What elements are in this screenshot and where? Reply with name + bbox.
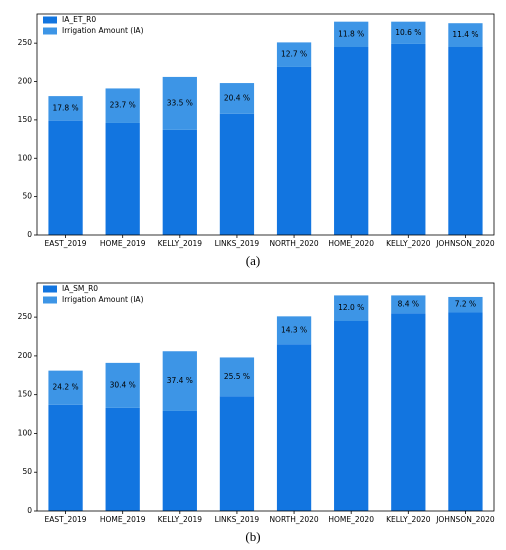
bar-annotation: 24.2 % [52, 383, 78, 392]
bar-segment [105, 362, 140, 408]
bar-segment [334, 295, 369, 321]
y-tick-label: 250 [18, 312, 33, 321]
x-tick-label: KELLY_2020 [386, 239, 431, 248]
caption: (b) [245, 529, 260, 544]
y-tick-label: 200 [18, 351, 33, 360]
plot-frame [36, 13, 495, 236]
bar-segment [162, 351, 197, 411]
bar-segment [48, 404, 83, 511]
x-tick-label: LINKS_2019 [215, 239, 260, 248]
x-tick-label: HOME_2020 [328, 239, 374, 248]
bar-segment [334, 46, 369, 236]
bar-segment [391, 295, 426, 314]
y-tick-label: 100 [18, 428, 33, 437]
bar-segment [448, 312, 483, 511]
x-tick-label: HOME_2019 [100, 515, 146, 524]
bar-segment [276, 344, 312, 511]
bar-segment [276, 66, 312, 236]
bar-segment [391, 313, 426, 511]
y-tick-label: 0 [27, 230, 32, 239]
bar-segment [391, 43, 426, 236]
bar-segment [219, 396, 255, 511]
x-tick-label: KELLY_2019 [158, 239, 203, 248]
bar-segment [162, 129, 197, 235]
bar-segment [162, 410, 197, 511]
x-tick-label: HOME_2020 [328, 515, 374, 524]
x-tick-label: JOHNSON_2020 [435, 515, 495, 524]
bar-annotation: 10.6 % [395, 28, 421, 37]
bar-annotation: 30.4 % [110, 380, 136, 389]
bar-segment [48, 120, 83, 235]
x-tick-label: KELLY_2019 [158, 515, 203, 524]
legend-swatch [43, 27, 57, 35]
bar-segment [162, 76, 197, 130]
bar-annotation: 11.4 % [452, 30, 478, 39]
y-tick-label: 50 [22, 192, 32, 201]
bar-segment [105, 88, 140, 123]
y-tick-label: 250 [18, 38, 33, 47]
y-tick-label: 150 [18, 115, 33, 124]
bar-segment [334, 21, 369, 47]
bar-annotation: 12.7 % [281, 50, 307, 59]
bar-annotation: 23.7 % [110, 101, 136, 110]
x-tick-label: EAST_2019 [45, 515, 87, 524]
y-tick-label: 0 [27, 506, 32, 515]
x-tick-label: KELLY_2020 [386, 515, 431, 524]
legend-label: Irrigation Amount (IA) [62, 26, 144, 35]
y-tick-label: 50 [22, 467, 32, 476]
bar-annotation: 20.4 % [224, 93, 250, 102]
x-tick-label: HOME_2019 [100, 239, 146, 248]
legend-swatch [43, 296, 57, 304]
x-tick-label: LINKS_2019 [215, 515, 260, 524]
bar-annotation: 8.4 % [398, 299, 419, 308]
bar-segment [391, 21, 426, 44]
legend-swatch [43, 16, 57, 24]
y-tick-label: 200 [18, 77, 33, 86]
bar-annotation: 12.0 % [338, 303, 364, 312]
bar-segment [105, 407, 140, 511]
bar-segment [48, 96, 83, 121]
caption: (a) [246, 253, 260, 268]
bar-segment [276, 42, 312, 67]
legend-swatch [43, 285, 57, 293]
x-tick-label: JOHNSON_2020 [435, 239, 495, 248]
bar-annotation: 14.3 % [281, 325, 307, 334]
legend-label: IA_SM_R0 [62, 284, 98, 293]
plot-frame [36, 282, 495, 512]
bar-annotation: 37.4 % [167, 376, 193, 385]
x-tick-label: NORTH_2020 [269, 515, 318, 524]
x-tick-label: NORTH_2020 [269, 239, 318, 248]
y-tick-label: 100 [18, 153, 33, 162]
bar-segment [448, 23, 483, 47]
bar-segment [219, 113, 255, 235]
bar-annotation: 7.2 % [455, 300, 476, 309]
bar-segment [448, 46, 483, 236]
bar-segment [334, 321, 369, 511]
legend-label: IA_ET_R0 [62, 15, 96, 24]
bar-annotation: 17.8 % [52, 103, 78, 112]
y-tick-label: 150 [18, 390, 33, 399]
bar-annotation: 11.8 % [338, 29, 364, 38]
legend-label: Irrigation Amount (IA) [62, 295, 144, 304]
bar-segment [276, 316, 312, 345]
x-tick-label: EAST_2019 [45, 239, 87, 248]
bar-segment [219, 83, 255, 114]
bar-segment [48, 370, 83, 405]
bar-annotation: 33.5 % [167, 98, 193, 107]
bar-segment [219, 357, 255, 397]
bar-segment [105, 122, 140, 235]
bar-annotation: 25.5 % [224, 372, 250, 381]
bar-segment [448, 296, 483, 313]
